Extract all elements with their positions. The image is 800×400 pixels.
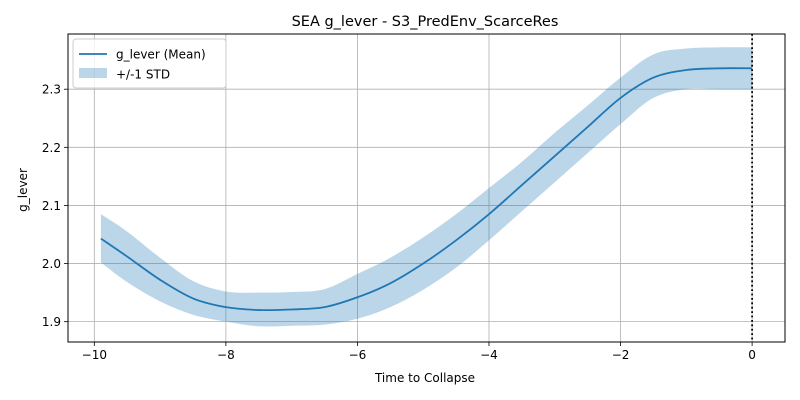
chart-title: SEA g_lever - S3_PredEnv_ScarceRes [292,14,559,30]
std-band [100,47,753,327]
mean-line [100,67,753,312]
mean-line-layer [100,67,753,312]
std-band-layer [100,47,753,327]
legend-label-mean: g_lever (Mean) [116,48,206,62]
x-tick-label: −8 [217,348,235,362]
x-tick-label: −2 [612,348,630,362]
plot-frame [67,33,786,343]
legend-swatch-std [79,68,107,78]
y-tick-label: 2.1 [42,199,61,213]
x-tick-label: 0 [748,348,756,362]
y-tick-label: 2.2 [42,141,61,155]
grid [68,34,785,342]
legend-label-std: +/-1 STD [116,68,170,82]
x-tick-label: −10 [82,348,107,362]
y-tick-label: 2.3 [42,83,61,97]
x-tick-label: −4 [480,348,498,362]
y-tick-label: 1.9 [42,315,61,329]
x-axis-label: Time to Collapse [374,371,475,385]
y-tick-label: 2.0 [42,257,61,271]
legend: g_lever (Mean) +/-1 STD [72,38,227,89]
legend-box [72,38,227,89]
y-axis-label: g_lever [16,168,30,212]
x-tick-label: −6 [349,348,367,362]
ticks: −10 −8 −6 −4 −2 0 1.9 2.0 2.1 2.2 2.3 [42,83,756,362]
